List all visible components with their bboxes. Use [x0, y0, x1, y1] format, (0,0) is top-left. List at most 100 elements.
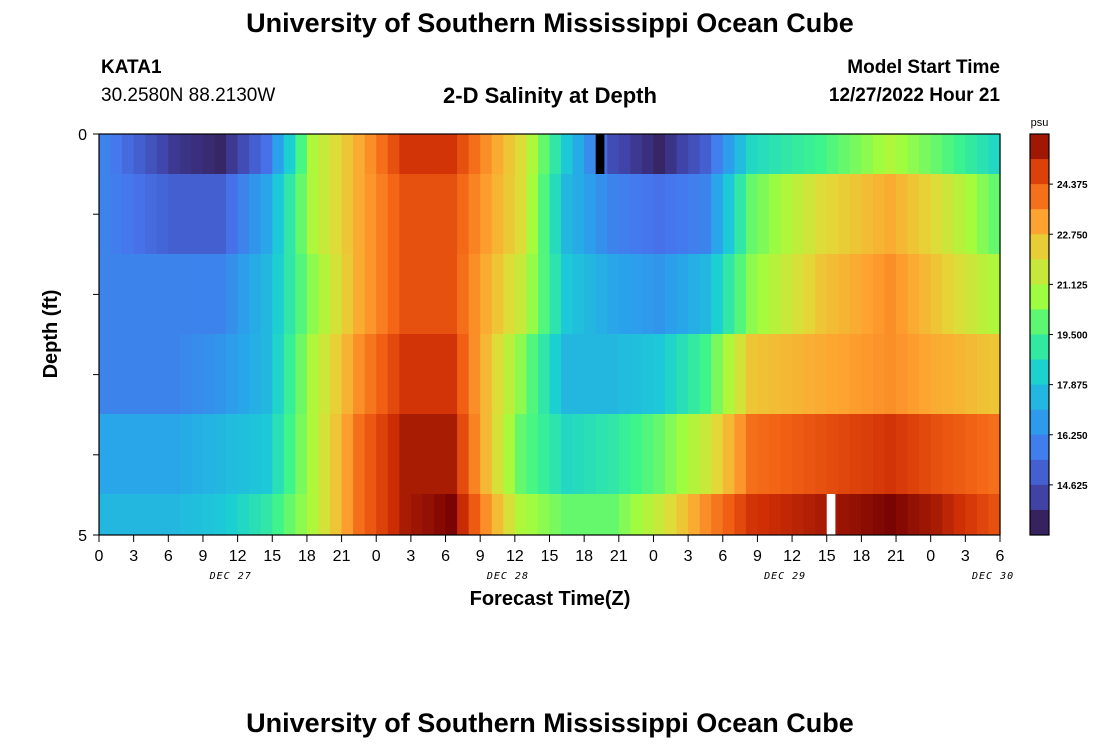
x-tick-label: 9 — [753, 548, 762, 565]
heatmap-cell — [283, 254, 296, 334]
heatmap-cell — [826, 414, 839, 494]
heatmap-cell — [410, 414, 424, 494]
heatmap-cell — [653, 414, 666, 494]
heatmap-cell — [618, 254, 631, 334]
heatmap-cell — [202, 254, 216, 334]
heatmap-cell — [433, 254, 447, 334]
heatmap-cell — [722, 254, 735, 334]
heatmap-cell — [433, 174, 447, 254]
heatmap-cell — [226, 174, 239, 254]
heatmap-cell — [514, 254, 527, 334]
heatmap-cell — [272, 334, 285, 414]
heatmap-cell — [445, 174, 458, 254]
heatmap-cell — [595, 334, 608, 414]
heatmap-cell — [226, 414, 239, 494]
heatmap-cell — [676, 134, 689, 174]
heatmap-cell — [191, 334, 204, 414]
heatmap-cell — [318, 254, 331, 334]
heatmap-cell — [202, 134, 216, 174]
heatmap-cell — [572, 494, 585, 535]
heatmap-cell — [884, 494, 897, 535]
heatmap-cell — [792, 494, 805, 535]
heatmap-cell — [330, 334, 343, 414]
colorbar-tick-label: 22.750 — [1057, 230, 1088, 241]
heatmap-cell — [364, 134, 377, 174]
heatmap-cell — [410, 174, 424, 254]
model-start-value: 12/27/2022 Hour 21 — [828, 85, 1000, 106]
heatmap-cell — [872, 414, 886, 494]
heatmap-cell — [815, 174, 828, 254]
x-tick-label: 0 — [926, 548, 935, 565]
heatmap-cell — [896, 174, 909, 254]
x-tick-label: 3 — [129, 548, 138, 565]
heatmap-cell — [295, 414, 308, 494]
heatmap-cell — [630, 134, 643, 174]
heatmap-cell — [122, 134, 135, 174]
colorbar-segment — [1030, 434, 1049, 461]
heatmap-missing-cell — [826, 494, 836, 535]
heatmap-cell — [179, 334, 193, 414]
heatmap-cell — [99, 494, 112, 535]
heatmap-cell — [399, 494, 412, 535]
footer-title: University of Southern Mississippi Ocean… — [246, 708, 854, 738]
heatmap-cell — [768, 334, 782, 414]
heatmap-cell — [491, 414, 504, 494]
heatmap-cell — [353, 254, 366, 334]
heatmap-cell — [665, 494, 678, 535]
heatmap-cell — [168, 334, 181, 414]
heatmap-cell — [711, 414, 724, 494]
colorbar-segment — [1030, 134, 1049, 160]
heatmap-cell — [295, 134, 308, 174]
heatmap-cell — [965, 334, 978, 414]
heatmap-cell — [641, 254, 655, 334]
heatmap-cell — [133, 494, 146, 535]
heatmap-cell — [260, 174, 273, 254]
heatmap-cell — [537, 334, 551, 414]
heatmap-cell — [249, 334, 262, 414]
heatmap-cell — [653, 334, 666, 414]
heatmap-cell — [780, 494, 793, 535]
heatmap-cell — [468, 494, 481, 535]
heatmap-cell — [260, 494, 273, 535]
heatmap-cell — [699, 414, 712, 494]
x-tick-label: 9 — [199, 548, 208, 565]
heatmap-cell — [907, 334, 920, 414]
heatmap-cell — [688, 254, 701, 334]
heatmap-cell — [884, 174, 897, 254]
heatmap-cell — [711, 254, 724, 334]
heatmap-cell — [214, 174, 227, 254]
heatmap-cell — [919, 334, 932, 414]
heatmap-cell — [353, 414, 366, 494]
x-tick-label: 21 — [887, 548, 905, 565]
heatmap-cell — [942, 174, 955, 254]
heatmap-cell — [260, 254, 273, 334]
heatmap-cell — [202, 414, 216, 494]
x-tick-label: 6 — [996, 548, 1005, 565]
heatmap-cell — [572, 254, 585, 334]
day-label: DEC 30 — [971, 571, 1014, 582]
heatmap-cell — [630, 494, 643, 535]
heatmap-cell — [988, 174, 1001, 254]
heatmap-cell — [618, 494, 631, 535]
colorbar-tick-label: 21.125 — [1057, 280, 1088, 291]
heatmap-cell — [330, 494, 343, 535]
heatmap-cell — [676, 254, 689, 334]
heatmap-cell — [734, 134, 747, 174]
heatmap-cell — [110, 254, 123, 334]
heatmap-cell — [145, 334, 158, 414]
heatmap-cell — [907, 174, 920, 254]
heatmap-cell — [214, 134, 227, 174]
heatmap-cell — [376, 174, 389, 254]
colorbar-tick-label: 17.875 — [1057, 381, 1088, 392]
heatmap-cell — [99, 174, 112, 254]
heatmap-cell — [249, 494, 262, 535]
heatmap-cell — [676, 494, 689, 535]
heatmap-cell — [503, 134, 516, 174]
heatmap-cell — [780, 334, 793, 414]
heatmap-cell — [133, 134, 146, 174]
heatmap-cell — [595, 494, 608, 535]
heatmap-cell — [896, 254, 909, 334]
heatmap-cell — [387, 334, 400, 414]
heatmap-cell — [249, 254, 262, 334]
heatmap-cell — [792, 414, 805, 494]
